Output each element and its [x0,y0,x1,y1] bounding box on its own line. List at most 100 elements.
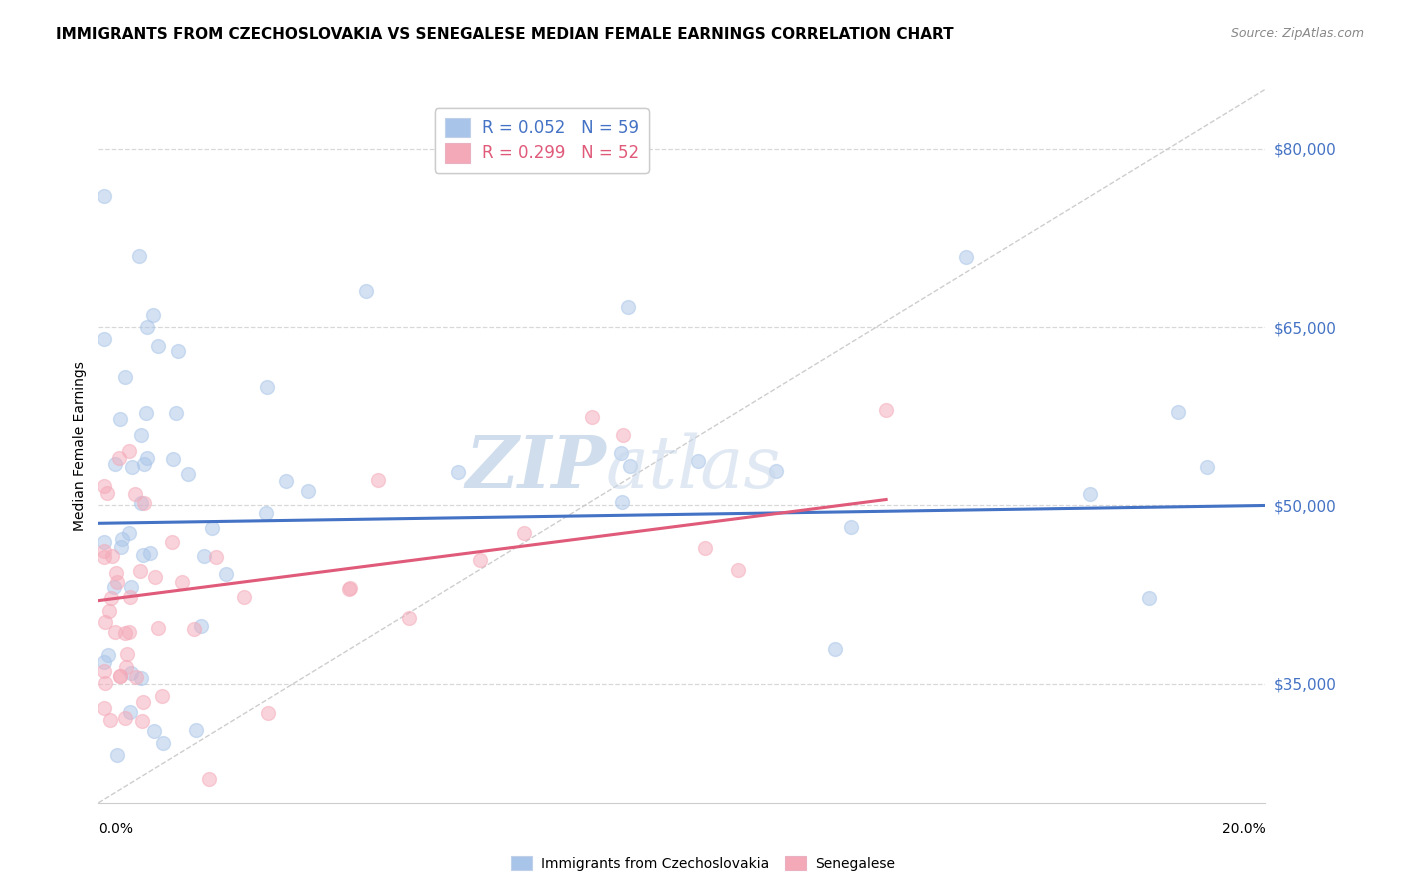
Point [148,621,170,635]
Point [105,566,128,580]
Text: IMMIGRANTS FROM CZECHOSLOVAKIA VS SENEGALESE MEDIAN FEMALE EARNINGS CORRELATION : IMMIGRANTS FROM CZECHOSLOVAKIA VS SENEGA… [56,27,953,42]
Point [824,642,846,657]
Point [121,460,143,475]
Point [131,714,153,728]
Point [105,574,128,589]
Point [114,660,136,674]
Point [468,553,491,567]
Point [117,647,139,661]
Point [162,452,184,467]
Point [254,506,277,520]
Point [184,723,207,737]
Point [447,466,470,480]
Point [170,574,193,589]
Point [1137,591,1160,605]
Point [114,626,136,640]
Point [125,670,148,684]
Point [114,711,136,725]
Point [143,724,166,739]
Point [136,320,159,334]
Point [118,443,141,458]
Point [93,479,115,493]
Point [110,541,132,555]
Point [152,736,174,750]
Point [367,473,389,487]
Point [204,549,226,564]
Point [197,772,219,786]
Point [612,428,634,442]
Point [96,485,118,500]
Text: atlas: atlas [606,432,782,503]
Point [120,665,142,680]
Point [120,705,142,719]
Point [98,713,121,727]
Point [111,532,134,546]
Point [165,406,187,420]
Point [129,428,152,442]
Point [143,570,166,584]
Point [193,549,215,563]
Point [108,669,131,683]
Point [132,496,155,510]
Text: 20.0%: 20.0% [1222,822,1265,836]
Point [727,563,749,577]
Legend: R = 0.052   N = 59, R = 0.299   N = 52: R = 0.052 N = 59, R = 0.299 N = 52 [434,108,648,172]
Point [118,525,141,540]
Point [398,611,420,625]
Point [129,564,152,578]
Point [150,690,173,704]
Point [100,591,122,605]
Point [132,457,155,471]
Point [124,487,146,501]
Point [132,695,155,709]
Point [103,580,125,594]
Point [765,464,787,478]
Point [120,590,142,604]
Point [354,285,377,299]
Point [201,520,224,534]
Point [120,580,142,594]
Point [108,668,131,682]
Point [146,339,169,353]
Point [131,548,153,562]
Point [93,189,115,203]
Point [142,308,165,322]
Point [94,615,117,629]
Point [136,450,159,465]
Point [93,549,115,564]
Text: 0.0%: 0.0% [98,822,134,836]
Point [128,249,150,263]
Point [1167,405,1189,419]
Point [581,409,603,424]
Point [513,525,536,540]
Point [693,541,716,556]
Point [955,250,977,264]
Point [839,520,862,534]
Point [135,406,157,420]
Point [619,459,641,474]
Point [139,546,162,560]
Point [1080,486,1102,500]
Point [686,454,709,468]
Point [104,457,127,471]
Point [105,748,128,763]
Point [190,619,212,633]
Point [108,450,131,465]
Y-axis label: Median Female Earnings: Median Female Earnings [73,361,87,531]
Point [93,655,115,669]
Point [131,671,153,685]
Point [339,581,361,595]
Point [110,412,132,426]
Point [612,495,634,509]
Point [94,676,117,690]
Point [337,582,360,597]
Point [167,343,190,358]
Point [616,300,638,314]
Point [93,700,115,714]
Point [160,535,183,549]
Point [98,604,121,618]
Point [93,332,115,346]
Point [93,535,115,549]
Text: ZIP: ZIP [465,432,606,503]
Point [93,664,115,678]
